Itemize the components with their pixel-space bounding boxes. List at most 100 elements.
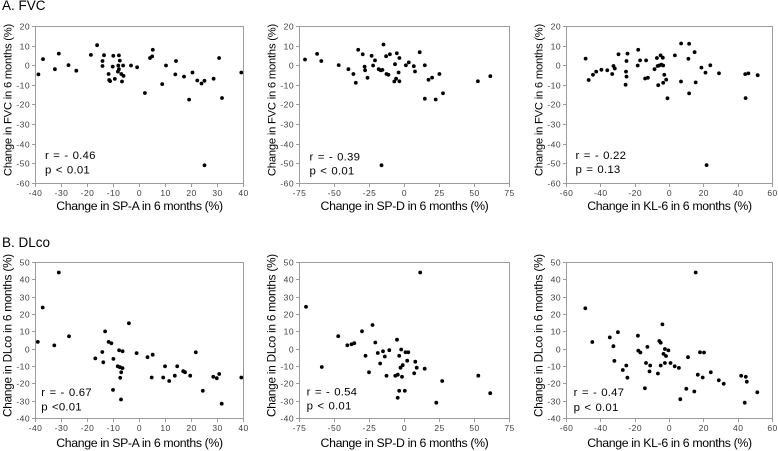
svg-text:-40: -40 [280,414,294,424]
svg-text:10: 10 [284,327,294,337]
svg-text:-40: -40 [594,423,608,433]
svg-text:30: 30 [212,188,222,198]
svg-text:Change in DLco in 6 months (%): Change in DLco in 6 months (%) [533,254,546,417]
svg-text:-40: -40 [547,414,561,424]
svg-text:r = - 0.54: r = - 0.54 [307,387,358,399]
svg-text:-20: -20 [628,188,642,198]
svg-text:r = - 0.22: r = - 0.22 [576,150,627,162]
svg-text:75: 75 [504,188,514,198]
svg-text:0: 0 [402,188,407,198]
svg-text:-40: -40 [29,423,43,433]
svg-text:40: 40 [238,423,248,433]
svg-text:20: 20 [699,423,709,433]
svg-text:0: 0 [25,61,30,71]
svg-text:10: 10 [551,327,561,337]
svg-text:-60: -60 [16,179,30,189]
svg-text:B. DLco: B. DLco [2,235,50,250]
svg-text:0: 0 [402,423,407,433]
svg-text:40: 40 [733,423,743,433]
svg-text:-10: -10 [16,362,30,372]
svg-text:-10: -10 [107,423,121,433]
svg-text:20: 20 [284,22,294,32]
svg-text:-10: -10 [547,81,561,91]
svg-text:-30: -30 [16,397,30,407]
svg-text:10: 10 [160,188,170,198]
svg-text:p < 0.01: p < 0.01 [45,164,90,176]
svg-text:0: 0 [556,61,561,71]
svg-text:-30: -30 [547,397,561,407]
svg-text:-60: -60 [280,179,294,189]
svg-text:50: 50 [469,423,479,433]
svg-text:75: 75 [504,423,514,433]
svg-text:-30: -30 [547,120,561,130]
svg-text:Change in SP-D in 6 months (%): Change in SP-D in 6 months (%) [321,436,489,450]
svg-text:-40: -40 [29,188,43,198]
svg-text:r = - 0.39: r = - 0.39 [310,151,361,163]
svg-text:r = - 0.67: r = - 0.67 [41,387,92,399]
svg-text:-40: -40 [547,140,561,150]
svg-text:50: 50 [469,188,479,198]
svg-text:25: 25 [434,188,444,198]
svg-text:-10: -10 [280,81,294,91]
svg-text:-20: -20 [81,423,95,433]
svg-text:Change in DLco in 6 months (%): Change in DLco in 6 months (%) [266,254,279,417]
svg-text:20: 20 [551,22,561,32]
svg-text:20: 20 [551,310,561,320]
svg-text:r = - 0.47: r = - 0.47 [574,387,625,399]
svg-text:50: 50 [20,258,30,268]
svg-text:-25: -25 [363,423,377,433]
svg-text:20: 20 [186,188,196,198]
svg-text:0: 0 [25,345,30,355]
svg-text:p < 0.01: p < 0.01 [307,401,352,413]
svg-text:-10: -10 [280,362,294,372]
svg-text:50: 50 [551,258,561,268]
svg-text:r = - 0.46: r = - 0.46 [45,150,96,162]
svg-text:10: 10 [20,327,30,337]
svg-text:-30: -30 [55,188,69,198]
svg-text:Change in SP-A in 6 months (%): Change in SP-A in 6 months (%) [56,436,223,450]
svg-text:-20: -20 [628,423,642,433]
svg-text:-40: -40 [594,188,608,198]
svg-text:0: 0 [289,61,294,71]
svg-text:Change in FVC in 6 months (%): Change in FVC in 6 months (%) [267,23,279,176]
svg-text:20: 20 [186,423,196,433]
svg-text:0: 0 [137,188,142,198]
svg-text:40: 40 [551,275,561,285]
svg-text:-20: -20 [16,379,30,389]
svg-text:Change in FVC in 6 months (%): Change in FVC in 6 months (%) [3,23,15,176]
svg-text:20: 20 [284,310,294,320]
svg-text:-60: -60 [560,423,574,433]
svg-text:-30: -30 [280,120,294,130]
svg-text:-30: -30 [16,120,30,130]
svg-text:30: 30 [551,293,561,303]
svg-text:p = 0.13: p = 0.13 [576,164,621,176]
svg-text:50: 50 [284,258,294,268]
svg-text:-20: -20 [81,188,95,198]
svg-text:Change in SP-A in 6 months (%): Change in SP-A in 6 months (%) [56,199,223,213]
svg-text:0: 0 [667,188,672,198]
svg-text:-30: -30 [55,423,69,433]
svg-text:-10: -10 [547,362,561,372]
svg-text:-25: -25 [363,188,377,198]
svg-text:-20: -20 [16,100,30,110]
svg-text:-30: -30 [280,397,294,407]
svg-text:20: 20 [20,22,30,32]
svg-text:p <0.01: p <0.01 [41,401,82,413]
svg-text:Change in KL-6 in 6 months (%): Change in KL-6 in 6 months (%) [587,436,752,450]
svg-text:-50: -50 [280,159,294,169]
svg-text:30: 30 [212,423,222,433]
svg-text:60: 60 [767,423,777,433]
svg-text:-50: -50 [16,159,30,169]
svg-text:0: 0 [289,345,294,355]
svg-text:20: 20 [699,188,709,198]
svg-text:-75: -75 [293,188,307,198]
svg-text:-40: -40 [16,414,30,424]
svg-text:-60: -60 [560,188,574,198]
svg-text:10: 10 [551,42,561,52]
svg-text:Change in KL-6 in 6 months (%): Change in KL-6 in 6 months (%) [587,199,752,213]
svg-text:10: 10 [284,42,294,52]
svg-text:20: 20 [20,310,30,320]
svg-text:-40: -40 [280,140,294,150]
svg-text:Change in SP-D in 6 months (%): Change in SP-D in 6 months (%) [321,199,489,213]
svg-text:-75: -75 [293,423,307,433]
